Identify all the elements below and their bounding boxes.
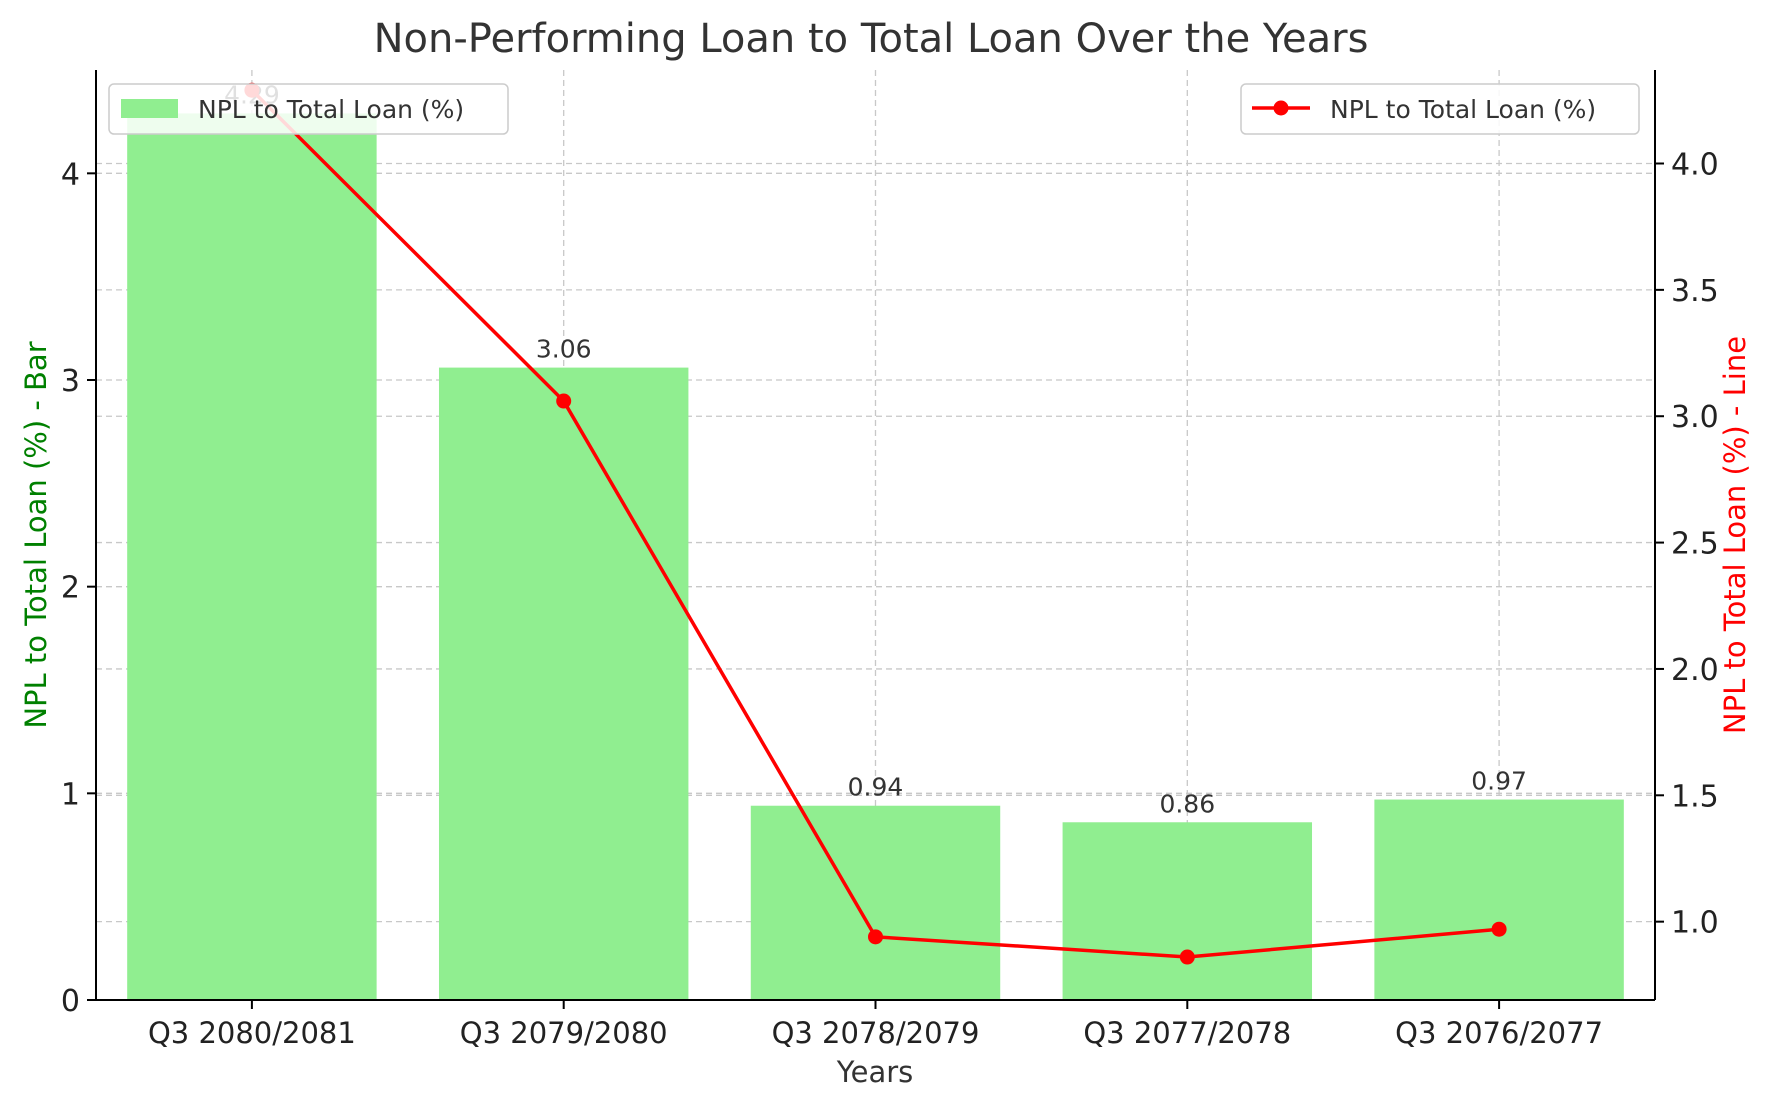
bar-data-label-3: 0.86 <box>1159 789 1215 818</box>
y-axis-label-right: NPL to Total Loan (%) - Line <box>1718 336 1752 734</box>
tick-label-x-3: Q3 2077/2078 <box>1083 1016 1291 1050</box>
legend-bar-label: NPL to Total Loan (%) <box>198 95 464 124</box>
legend-bar: NPL to Total Loan (%) <box>108 83 509 135</box>
tick-label-right-6: 4.0 <box>1671 148 1719 183</box>
ticks-left: 0 1 2 3 4 <box>61 157 96 1019</box>
legend-line-marker <box>1273 100 1289 116</box>
ticks-right: 1.0 1.5 2.0 2.5 3.0 3.5 4.0 <box>1655 148 1719 941</box>
ticks-x: Q3 2080/2081 Q3 2079/2080 Q3 2078/2079 Q3 2… <box>148 1000 1603 1050</box>
tick-label-right-1: 1.5 <box>1671 779 1719 814</box>
legend-line: NPL to Total Loan (%) <box>1240 83 1640 135</box>
line-point-4 <box>1491 921 1507 937</box>
x-axis-label: Years <box>836 1055 914 1089</box>
bar-data-label-2: 0.94 <box>848 773 904 802</box>
tick-label-right-0: 1.0 <box>1671 906 1719 941</box>
tick-label-left-4: 4 <box>61 157 80 192</box>
tick-label-left-2: 2 <box>61 571 80 606</box>
bar-3 <box>1062 822 1313 1000</box>
tick-label-x-1: Q3 2079/2080 <box>460 1016 668 1050</box>
bars <box>127 113 1624 1001</box>
bar-1 <box>438 367 689 1001</box>
line-point-1 <box>556 393 572 409</box>
tick-label-x-2: Q3 2078/2079 <box>772 1016 980 1050</box>
tick-label-x-0: Q3 2080/2081 <box>148 1016 356 1050</box>
tick-label-right-3: 2.5 <box>1671 527 1719 562</box>
tick-label-left-3: 3 <box>61 364 80 399</box>
tick-label-right-5: 3.5 <box>1671 274 1719 309</box>
tick-label-left-0: 0 <box>61 984 80 1019</box>
tick-label-right-4: 3.0 <box>1671 400 1719 435</box>
line-point-3 <box>1179 949 1195 965</box>
legend-bar-swatch <box>121 99 178 118</box>
bar-0 <box>127 113 377 1000</box>
tick-label-x-4: Q3 2076/2077 <box>1395 1016 1603 1050</box>
bar-4 <box>1374 799 1624 1000</box>
bar-2 <box>750 805 1001 1000</box>
tick-label-left-1: 1 <box>61 777 80 812</box>
line-point-2 <box>868 929 883 945</box>
chart-title: Non-Performing Loan to Total Loan Over t… <box>374 16 1369 62</box>
bar-data-label-4: 0.97 <box>1471 767 1527 796</box>
tick-label-right-2: 2.0 <box>1671 653 1719 688</box>
legend-line-label: NPL to Total Loan (%) <box>1330 95 1596 124</box>
y-axis-label-left: NPL to Total Loan (%) - Bar <box>19 341 53 728</box>
bar-data-label-1: 3.06 <box>536 335 592 364</box>
